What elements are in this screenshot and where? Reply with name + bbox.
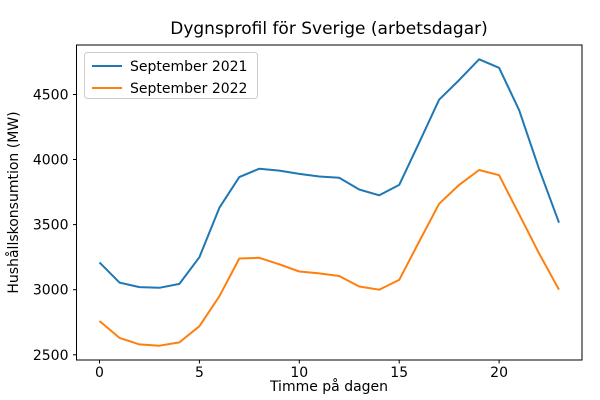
legend-box	[84, 52, 258, 99]
y-axis-ticks: 2500 3000 3500 4000 4500	[33, 88, 77, 364]
x-tick-label: 0	[95, 365, 104, 381]
chart-title: Dygnsprofil för Sverige (arbetsdagar)	[170, 19, 488, 39]
y-tick-label: 4000	[33, 153, 69, 169]
y-tick-label: 3500	[33, 218, 69, 234]
x-tick-label: 15	[390, 365, 408, 381]
legend-label-2022: September 2022	[130, 81, 247, 97]
y-axis-label: Hushållskonsumtion (MW)	[5, 111, 22, 293]
x-tick-label: 5	[195, 365, 204, 381]
y-tick-label: 2500	[33, 348, 69, 364]
series-line-1	[98, 169, 560, 347]
y-tick-label: 4500	[33, 88, 69, 104]
axes-frame	[76, 44, 583, 361]
series-lines	[98, 58, 560, 347]
series-line-0	[98, 58, 560, 289]
legend-label-2021: September 2021	[130, 59, 247, 75]
x-axis-ticks: 0 5 10 15 20	[95, 360, 508, 381]
y-tick-label: 3000	[33, 283, 69, 299]
x-tick-label: 20	[490, 365, 508, 381]
x-tick-label: 10	[290, 365, 308, 381]
x-axis-label: Timme på dagen	[269, 378, 388, 395]
legend: September 2021 September 2022	[84, 52, 258, 99]
